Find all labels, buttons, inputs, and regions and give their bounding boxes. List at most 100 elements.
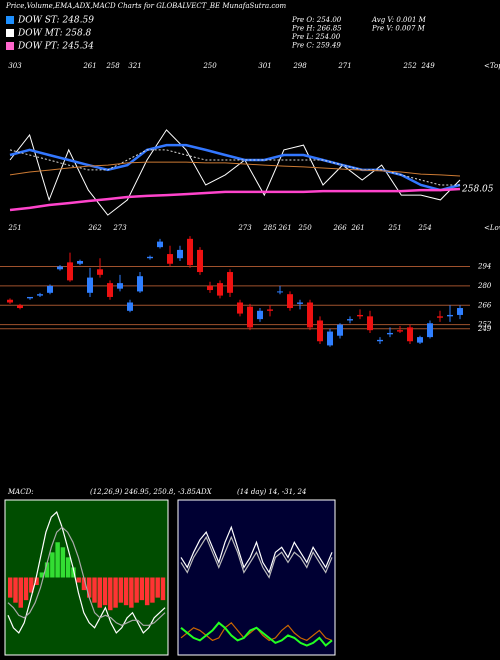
candle-body: [147, 256, 153, 259]
y-tick-label: 294: [477, 263, 491, 271]
candle-body: [37, 294, 43, 296]
top-label: 261: [82, 62, 96, 70]
legend-swatch: [6, 16, 14, 24]
candle-body: [347, 319, 353, 321]
candle-body: [197, 249, 203, 273]
stat-label: Pre L: 254.00: [291, 33, 341, 41]
macd-bar: [8, 577, 13, 598]
macd-bar: [102, 577, 108, 606]
macd-bar: [60, 547, 66, 578]
candle-body: [307, 302, 313, 328]
macd-bar: [150, 577, 155, 603]
macd-bar: [92, 577, 97, 603]
end-label: 258.05: [461, 185, 494, 195]
candle-body: [237, 302, 243, 314]
macd-bar: [55, 542, 60, 578]
macd-bar: [134, 577, 139, 603]
macd-bar: [23, 577, 29, 601]
macd-bar: [144, 577, 150, 606]
candle-body: [97, 269, 103, 275]
low-label: 261: [350, 224, 364, 232]
macd-subtitle: (12,26,9) 246.95, 250.8, -3.85: [90, 488, 196, 496]
low-label: 251: [7, 224, 21, 232]
candle-body: [117, 283, 123, 289]
candle-body: [167, 254, 173, 264]
low-label: 273: [237, 224, 252, 232]
y-tick-label: 252: [477, 321, 492, 329]
adx-panel: [177, 499, 336, 656]
legend-label: DOW ST: 248.59: [17, 16, 94, 26]
macd-bar: [34, 577, 39, 586]
macd-bar: [129, 577, 134, 608]
top-label: 303: [8, 62, 22, 70]
y-tick-label: 249: [477, 325, 492, 333]
candle-body: [297, 302, 303, 304]
adx-line: [180, 525, 333, 574]
candle-body: [57, 266, 63, 270]
macd-bar: [160, 577, 166, 601]
macd-bar: [71, 567, 76, 578]
top-label: 321: [128, 62, 141, 70]
candle-body: [217, 283, 223, 296]
macd-bar: [65, 557, 71, 578]
candle-body: [157, 241, 163, 248]
macd-bar: [44, 562, 50, 578]
macd-bar: [97, 577, 102, 608]
y-tick-label: 266: [477, 301, 492, 309]
macd-bar: [118, 577, 124, 603]
macd-bar: [108, 577, 113, 611]
top-label: 298: [292, 62, 307, 70]
ema-line: [9, 187, 461, 212]
low-label: 254: [417, 224, 431, 232]
candle-body: [27, 296, 33, 299]
y-tick-label: 280: [477, 282, 492, 290]
tops-label: <Tops: [484, 62, 500, 70]
macd-bar: [39, 572, 45, 578]
low-label: 285: [262, 224, 277, 232]
macd-bar: [76, 577, 81, 583]
candle-body: [367, 316, 373, 331]
stat-label: Pre O: 254.00: [291, 16, 342, 24]
candle-body: [77, 260, 83, 264]
candle-body: [67, 262, 73, 281]
adx-title: ADX: [195, 488, 213, 496]
candle-body: [427, 323, 433, 338]
candle-body: [447, 314, 453, 317]
low-label: 266: [332, 224, 347, 232]
adx-line: [180, 535, 333, 579]
candle-body: [357, 314, 363, 317]
top-label: 271: [337, 62, 351, 70]
ema-line: [9, 161, 461, 177]
macd-bar: [13, 577, 18, 603]
candle-body: [177, 249, 183, 259]
macd-line: [7, 511, 166, 634]
low-label: 251: [387, 224, 401, 232]
macd-bar: [29, 577, 34, 593]
macd-line: [7, 526, 166, 626]
candle-body: [377, 339, 383, 342]
macd-bar: [50, 552, 55, 578]
stat-label: Pre C: 259.49: [291, 42, 341, 50]
macd-bar: [155, 577, 160, 598]
low-label: 261: [277, 224, 291, 232]
page-title: Price,Volume,EMA,ADX,MACD Charts for GLO…: [5, 2, 286, 10]
candle-body: [417, 337, 423, 343]
legend-label: DOW PT: 245.34: [17, 42, 94, 52]
candle-body: [277, 291, 283, 293]
macd-bar: [87, 577, 92, 598]
candle-body: [257, 310, 263, 320]
candle-body: [267, 309, 273, 311]
candle-body: [137, 276, 143, 292]
candle-body: [7, 299, 13, 303]
lows-label: <Lows: [484, 224, 500, 232]
low-label: 262: [87, 224, 102, 232]
macd-bar: [139, 577, 145, 601]
low-label: 250: [297, 224, 312, 232]
candle-body: [387, 332, 393, 335]
candle-body: [87, 277, 93, 293]
macd-bar: [123, 577, 129, 606]
candle-body: [207, 285, 213, 291]
candle-body: [17, 305, 23, 309]
candle-body: [437, 316, 443, 318]
